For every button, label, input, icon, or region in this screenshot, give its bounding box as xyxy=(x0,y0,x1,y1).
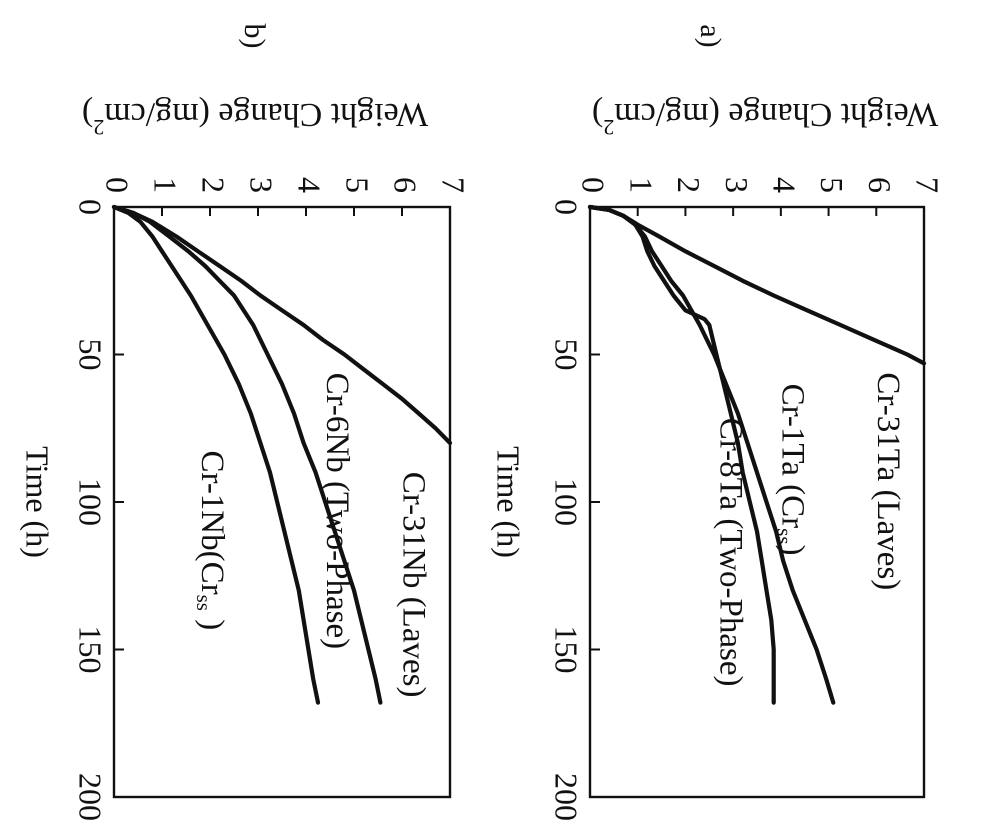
x-tick-label: 200 xyxy=(549,773,585,821)
y-tick-label: 1 xyxy=(623,177,659,193)
series-label: Cr-6Nb (Two-Phase) xyxy=(319,373,355,650)
series-label-part: Cr-31Ta (Laves) xyxy=(870,372,906,590)
y-tick-label: 0 xyxy=(576,177,612,193)
x-tick-label: 100 xyxy=(73,478,109,526)
series-label-part: ) xyxy=(775,545,811,556)
y-tick-label: 7 xyxy=(436,177,472,193)
y-axis-label-text: Weight Change (mg/cm xyxy=(104,96,428,133)
y-axis-label: Weight Change (mg/cm2) xyxy=(82,96,428,140)
y-axis-label: Weight Change (mg/cm2) xyxy=(592,96,938,140)
series-label: Cr-8Ta (Two-Phase) xyxy=(713,418,749,687)
y-tick-label: 3 xyxy=(244,177,280,193)
y-tick-label: 4 xyxy=(767,177,803,193)
y-axis-label-superscript: 2 xyxy=(93,115,104,140)
series-label-part: ss xyxy=(192,595,216,611)
x-tick-label: 50 xyxy=(73,339,109,371)
series-line xyxy=(111,204,453,446)
y-tick-label: 3 xyxy=(719,177,755,193)
y-axis-label-close: ) xyxy=(82,96,93,133)
series-label: Cr-31Ta (Laves) xyxy=(870,372,906,590)
y-axis-label-close: ) xyxy=(592,96,603,133)
x-tick-label: 200 xyxy=(73,773,109,821)
y-tick-label: 5 xyxy=(340,177,376,193)
y-tick-label: 4 xyxy=(292,177,328,193)
panel-label: b) xyxy=(238,24,271,49)
y-tick-label: 0 xyxy=(100,177,136,193)
series-label-part: Cr-1Nb(Cr xyxy=(194,450,230,594)
x-tick-label: 150 xyxy=(73,626,109,674)
panel-label: a) xyxy=(694,24,727,47)
y-tick-label: 2 xyxy=(671,177,707,193)
series-label-part: Cr-31Nb (Laves) xyxy=(396,472,432,698)
series-label-part: Cr-1Ta (Cr xyxy=(775,384,811,529)
x-tick-label: 0 xyxy=(549,199,585,215)
series-label-part: Cr-8Ta (Two-Phase) xyxy=(713,418,749,687)
series-label: Cr-1Nb(Crss ) xyxy=(192,450,230,630)
y-tick-label: 5 xyxy=(814,177,850,193)
x-axis-label: Time (h) xyxy=(491,446,527,558)
series-label-part: Cr-6Nb (Two-Phase) xyxy=(319,373,355,650)
y-tick-label: 1 xyxy=(148,177,184,193)
y-axis-label-superscript: 2 xyxy=(603,115,614,140)
y-tick-label: 2 xyxy=(196,177,232,193)
series-label-part: ) xyxy=(194,611,230,630)
series-label: Cr-31Nb (Laves) xyxy=(396,472,432,698)
series-label-part: ss xyxy=(773,528,797,544)
x-tick-label: 0 xyxy=(73,199,109,215)
x-tick-label: 50 xyxy=(549,339,585,371)
y-tick-label: 6 xyxy=(862,177,898,193)
y-tick-label: 7 xyxy=(910,177,946,193)
y-tick-label: 6 xyxy=(388,177,424,193)
y-axis-label-text: Weight Change (mg/cm xyxy=(614,96,938,133)
x-axis-label: Time (h) xyxy=(20,446,56,558)
series-line xyxy=(587,204,776,705)
series-line xyxy=(111,204,321,705)
x-tick-label: 150 xyxy=(549,626,585,674)
series-line xyxy=(111,204,383,705)
x-tick-label: 100 xyxy=(549,478,585,526)
series-label: Cr-1Ta (Crss) xyxy=(773,384,811,556)
